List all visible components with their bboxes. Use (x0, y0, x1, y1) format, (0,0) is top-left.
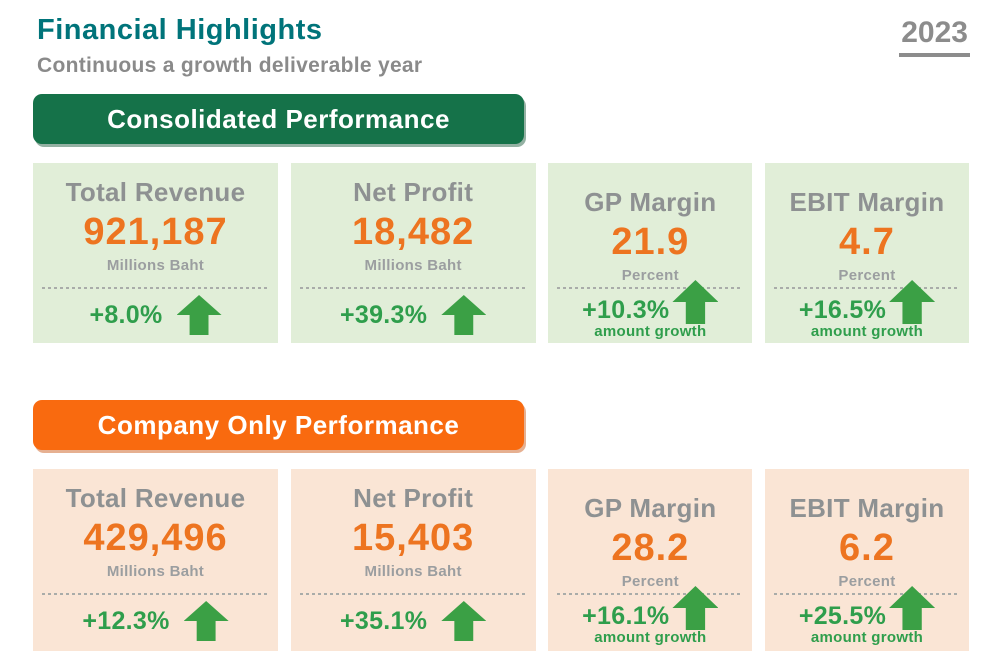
growth-value: +16.1% (582, 601, 670, 630)
metric-card-net-profit: Net Profit 18,482 Millions Baht +39.3% (290, 163, 536, 343)
up-arrow-icon (441, 601, 487, 641)
growth-indicator: +39.3% (291, 293, 536, 337)
metric-value: 28.2 (611, 527, 690, 569)
up-arrow-icon (183, 601, 229, 641)
section-banner-label: Consolidated Performance (107, 103, 450, 134)
metric-unit: Millions Baht (364, 563, 462, 580)
metric-label: EBIT Margin (789, 187, 945, 217)
metric-label: Total Revenue (65, 483, 246, 513)
metric-unit: Percent (838, 573, 896, 590)
growth-indicator: +12.3% (33, 599, 278, 643)
metric-card-ebit-margin: EBIT Margin 4.7 Percent +16.5% amount gr… (764, 163, 969, 343)
section-banner-consolidated: Consolidated Performance (33, 94, 524, 144)
dashed-divider (42, 287, 269, 289)
metric-unit: Millions Baht (106, 563, 205, 580)
metric-card-net-profit: Net Profit 15,403 Millions Baht +35.1% (290, 469, 536, 651)
year-badge: 2023 (899, 16, 970, 57)
consolidated-card-row: Total Revenue 921,187 Millions Baht +8.0… (33, 163, 969, 343)
metric-label: GP Margin (584, 187, 717, 217)
growth-note: amount growth (594, 629, 707, 646)
growth-indicator: +8.0% (33, 293, 278, 337)
metric-value: 18,482 (352, 211, 475, 253)
metric-value: 21.9 (611, 221, 690, 263)
metric-card-total-revenue: Total Revenue 921,187 Millions Baht +8.0… (33, 163, 278, 343)
growth-value: +25.5% (798, 601, 887, 630)
growth-value: +10.3% (582, 295, 670, 324)
dashed-divider (299, 287, 527, 289)
page-subtitle: Continuous a growth deliverable year (37, 54, 423, 77)
up-arrow-icon (441, 295, 487, 335)
page-title: Financial Highlights (37, 14, 323, 46)
dashed-divider (42, 593, 269, 595)
growth-note: amount growth (594, 323, 707, 340)
metric-unit: Percent (838, 267, 896, 284)
metric-label: Net Profit (353, 483, 474, 513)
growth-note: amount growth (810, 323, 924, 340)
growth-note: amount growth (810, 629, 924, 646)
metric-value: 921,187 (83, 211, 228, 253)
growth-value: +16.5% (798, 295, 887, 324)
growth-value: +39.3% (340, 300, 428, 329)
metric-card-total-revenue: Total Revenue 429,496 Millions Baht +12.… (33, 469, 278, 651)
growth-value: +8.0% (89, 300, 163, 329)
metric-card-gp-margin: GP Margin 28.2 Percent +16.1% amount gro… (548, 469, 753, 651)
growth-value: +12.3% (82, 606, 170, 635)
metric-card-ebit-margin: EBIT Margin 6.2 Percent +25.5% amount gr… (764, 469, 969, 651)
metric-card-gp-margin: GP Margin 21.9 Percent +10.3% amount gro… (548, 163, 753, 343)
metric-value: 6.2 (839, 527, 895, 569)
metric-unit: Percent (621, 573, 679, 590)
metric-label: EBIT Margin (789, 493, 945, 523)
metric-label: Net Profit (353, 177, 474, 207)
metric-unit: Percent (621, 267, 679, 284)
up-arrow-icon (176, 295, 222, 335)
metric-label: GP Margin (584, 493, 717, 523)
growth-indicator: +16.1% (548, 586, 752, 636)
growth-value: +35.1% (340, 606, 428, 635)
metric-value: 15,403 (352, 517, 475, 559)
dashed-divider (773, 287, 960, 289)
dashed-divider (557, 287, 744, 289)
metric-value: 429,496 (83, 517, 228, 559)
metric-unit: Millions Baht (364, 257, 462, 274)
dashed-divider (557, 593, 744, 595)
growth-indicator: +35.1% (291, 599, 536, 643)
section-banner-company-only: Company Only Performance (33, 400, 524, 450)
metric-unit: Millions Baht (106, 257, 205, 274)
metric-label: Total Revenue (65, 177, 246, 207)
company-only-card-row: Total Revenue 429,496 Millions Baht +12.… (33, 469, 969, 651)
dashed-divider (299, 593, 527, 595)
section-banner-label: Company Only Performance (97, 409, 460, 440)
metric-value: 4.7 (839, 221, 895, 263)
dashed-divider (773, 593, 960, 595)
